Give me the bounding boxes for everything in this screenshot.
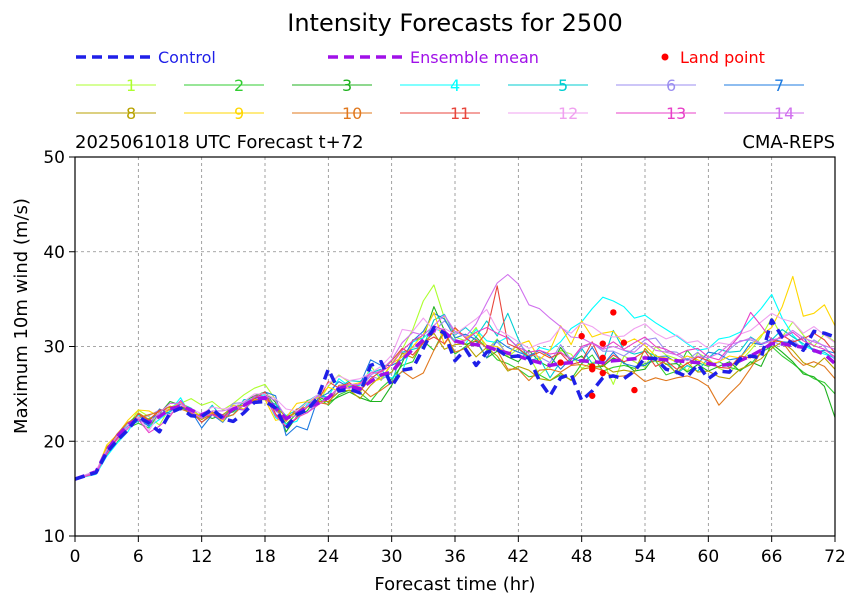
y-tick-label: 50 <box>43 148 65 168</box>
y-tick-label: 30 <box>43 338 65 358</box>
x-tick-label: 12 <box>191 547 213 567</box>
x-axis: 0 6 12 18 24 30 36 42 48 54 60 66 72 <box>70 536 846 567</box>
series-line-control <box>74 318 836 481</box>
land-point <box>557 359 564 366</box>
legend-land-point-marker <box>661 53 669 61</box>
model-label: CMA-REPS <box>742 132 835 153</box>
legend-member-12-label: 12 <box>558 104 578 123</box>
legend-member-10-label: 10 <box>342 104 362 123</box>
x-tick-label: 60 <box>698 547 720 567</box>
y-tick-label: 20 <box>43 432 65 452</box>
x-tick-label: 6 <box>133 547 144 567</box>
forecast-time-label: 2025061018 UTC Forecast t+72 <box>75 132 364 153</box>
legend-member-6-label: 6 <box>666 76 676 95</box>
legend-member-4-label: 4 <box>450 76 460 95</box>
land-point <box>599 340 606 347</box>
land-points-group <box>557 309 638 399</box>
series-line-1 <box>74 284 836 480</box>
land-point <box>599 369 606 377</box>
x-axis-label: Forecast time (hr) <box>374 574 535 595</box>
legend-control-label: Control <box>158 48 216 67</box>
x-tick-label: 66 <box>761 547 783 567</box>
chart-title: Intensity Forecasts for 2500 <box>287 9 622 37</box>
x-tick-label: 42 <box>508 547 530 567</box>
y-tick-label: 10 <box>43 527 65 547</box>
land-point <box>589 392 596 399</box>
x-tick-label: 30 <box>381 547 403 567</box>
x-tick-label: 0 <box>70 547 81 567</box>
x-tick-label: 54 <box>634 547 656 567</box>
series-line-ensemble-mean <box>74 328 837 481</box>
legend-ensemble-mean-label: Ensemble mean <box>410 48 539 67</box>
legend-member-11-label: 11 <box>450 104 470 123</box>
x-tick-label: 48 <box>571 547 593 567</box>
series-line-7 <box>74 312 836 480</box>
land-point <box>578 332 585 340</box>
legend-member-7-label: 7 <box>774 76 784 95</box>
land-point <box>610 309 617 316</box>
y-tick-label: 40 <box>43 243 65 263</box>
series-line-9 <box>74 275 836 480</box>
legend-member-2-label: 2 <box>234 76 244 95</box>
y-axis-label: Maximum 10m wind (m/s) <box>11 198 32 434</box>
y-axis: 10 20 30 40 50 <box>43 148 75 547</box>
legend-member-1-label: 1 <box>126 76 136 95</box>
legend-member-13-label: 13 <box>666 104 686 123</box>
legend-member-5-label: 5 <box>558 76 568 95</box>
x-tick-label: 18 <box>254 547 276 567</box>
x-tick-label: 24 <box>318 547 340 567</box>
series-group <box>74 273 837 481</box>
legend-member-14-label: 14 <box>774 104 794 123</box>
land-point <box>599 354 606 362</box>
grid <box>75 157 835 536</box>
legend-member-9-label: 9 <box>234 104 244 123</box>
legend-member-3-label: 3 <box>342 76 352 95</box>
x-tick-label: 72 <box>824 547 846 567</box>
land-point <box>589 363 596 370</box>
legend-land-point-label: Land point <box>680 48 765 67</box>
x-tick-label: 36 <box>444 547 466 567</box>
legend-member-8-label: 8 <box>126 104 136 123</box>
land-point <box>631 386 638 394</box>
land-point <box>620 339 628 346</box>
series-line-12 <box>74 308 836 480</box>
series-line-5 <box>74 312 836 480</box>
